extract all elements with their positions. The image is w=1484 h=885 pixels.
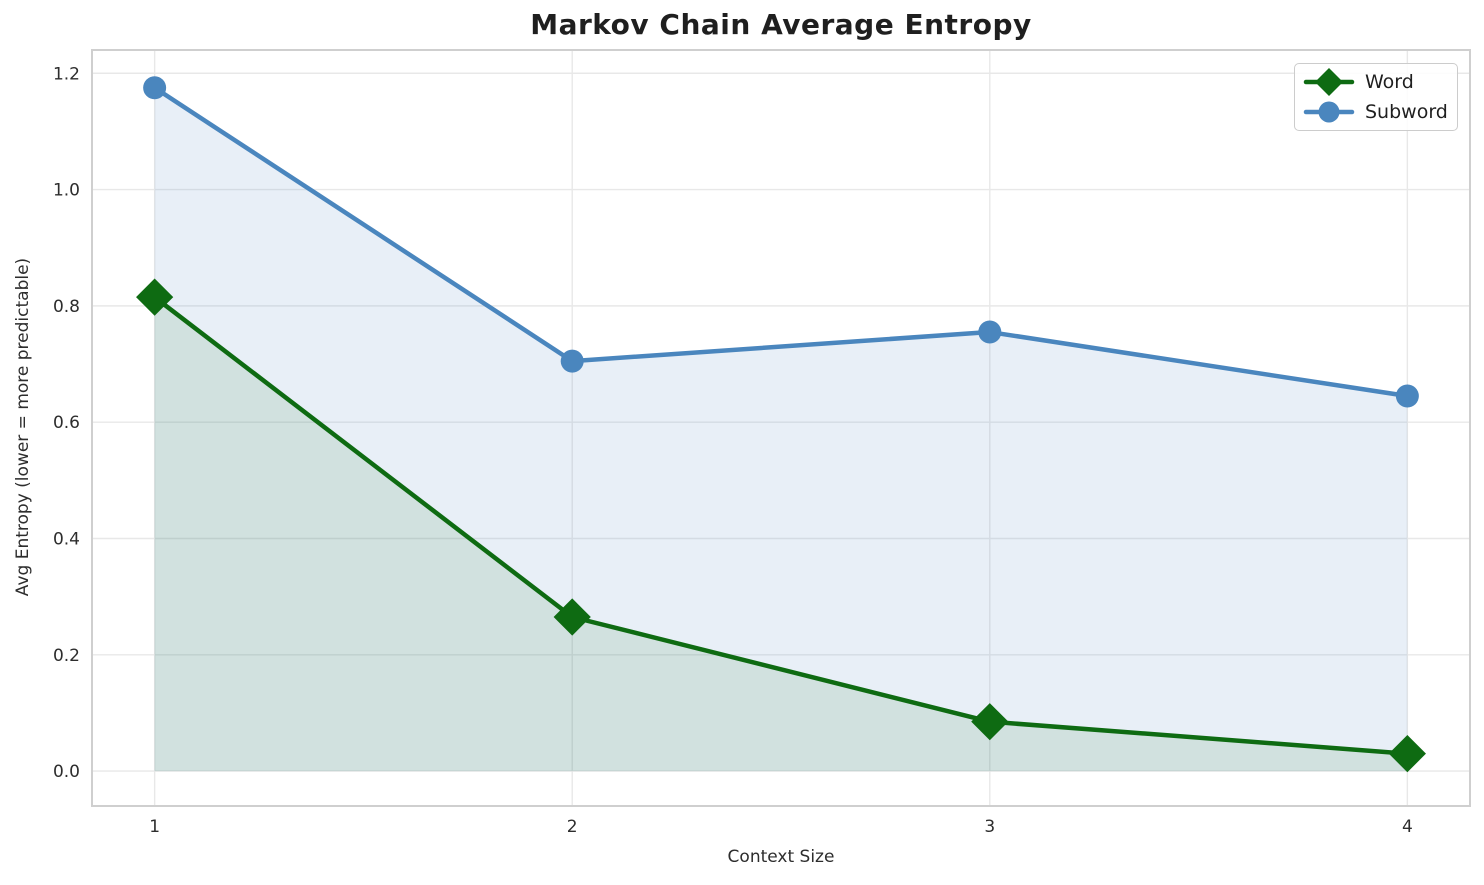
subword-area	[154, 87, 1408, 772]
y-tick-label: 0.2	[53, 646, 80, 666]
x-tick-label: 1	[149, 817, 160, 837]
x-tick-label: 4	[1402, 817, 1413, 837]
y-tick-label: 0.8	[53, 297, 80, 317]
y-tick-label: 0.0	[53, 762, 80, 782]
legend-item-subword: Subword	[1303, 97, 1449, 127]
x-axis-label: Context Size	[727, 847, 835, 867]
subword-series-marker-icon	[1303, 101, 1355, 123]
subword-series	[143, 76, 1419, 408]
x-tick-label: 2	[567, 817, 578, 837]
legend: Word Subword	[1294, 63, 1458, 131]
y-tick-label: 0.6	[53, 413, 80, 433]
chart-title: Markov Chain Average Entropy	[530, 8, 1032, 41]
y-tick-label: 0.4	[53, 529, 80, 549]
legend-label-word: Word	[1365, 70, 1414, 93]
y-tick-label: 1.2	[53, 64, 80, 84]
x-tick-label: 3	[984, 817, 995, 837]
gridlines	[92, 50, 1470, 806]
word-series	[136, 278, 1426, 773]
y-axis-label: Avg Entropy (lower = more predictable)	[13, 257, 33, 597]
y-tick-label: 1.0	[53, 181, 80, 201]
word-area	[154, 297, 1408, 772]
legend-item-word: Word	[1303, 67, 1449, 97]
tick-labels: 0.0 0.2 0.4 0.6 0.8 1.0 1.2 1 2 3 4	[53, 64, 1413, 837]
area-fills	[154, 87, 1408, 772]
legend-label-subword: Subword	[1365, 100, 1448, 123]
word-series-marker-icon	[1303, 68, 1355, 96]
plot-border	[91, 49, 1471, 807]
